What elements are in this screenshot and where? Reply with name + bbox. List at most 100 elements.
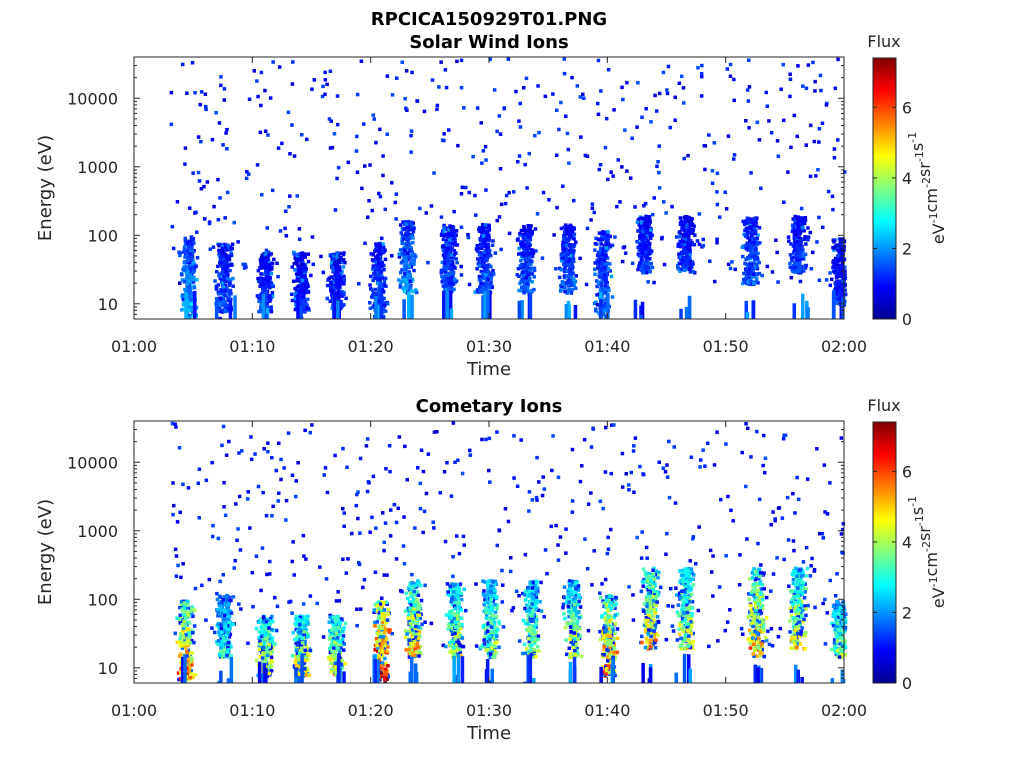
heatmap-cell (378, 246, 382, 250)
heatmap-cell (453, 460, 457, 464)
heatmap-cell (191, 280, 196, 284)
heatmap-cell (232, 220, 236, 225)
heatmap-cell (836, 254, 840, 258)
heatmap-cell (559, 226, 564, 231)
heatmap-cell (799, 217, 803, 221)
heatmap-cell (521, 240, 525, 244)
heatmap-cell (180, 278, 185, 282)
heatmap-cell (687, 238, 691, 243)
heatmap-cell (265, 279, 269, 283)
heatmap-cell (288, 194, 292, 198)
heatmap-cell (665, 88, 669, 92)
heatmap-cell (728, 62, 733, 67)
heatmap-cell (407, 264, 411, 268)
heatmap-cell (218, 579, 222, 584)
heatmap-cell (292, 573, 296, 577)
heatmap-cell (519, 228, 524, 233)
heatmap-cell (400, 268, 404, 272)
heatmap-cell (407, 255, 411, 259)
heatmap-cell (606, 177, 610, 182)
heatmap-cell (488, 480, 492, 484)
heatmap-cell (686, 257, 691, 262)
heatmap-cell (193, 290, 197, 319)
heatmap-cell (471, 154, 475, 159)
heatmap-cell (260, 546, 265, 550)
heatmap-cell (567, 161, 571, 165)
heatmap-cell (525, 285, 530, 290)
heatmap-cell (482, 250, 487, 254)
heatmap-cell (483, 276, 487, 281)
heatmap-cell (185, 256, 190, 260)
heatmap-cell (638, 225, 643, 230)
heatmap-cell (214, 297, 219, 319)
heatmap-cell (835, 263, 840, 267)
heatmap-cell (456, 143, 460, 148)
heatmap-cell (568, 256, 572, 260)
heatmap-cell (423, 583, 427, 588)
heatmap-cell (311, 262, 315, 267)
heatmap-cell (263, 129, 268, 133)
heatmap-cell (568, 271, 572, 276)
heatmap-cell (565, 131, 570, 136)
heatmap-cell (419, 598, 424, 603)
heatmap-cell (394, 520, 399, 525)
heatmap-cell (245, 170, 249, 174)
heatmap-cell (484, 231, 489, 235)
heatmap-cell (737, 583, 742, 587)
heatmap-cell (218, 272, 222, 276)
heatmap-cell (336, 300, 340, 319)
heatmap-cell (218, 196, 222, 200)
heatmap-cell (620, 85, 624, 90)
heatmap-cell (380, 596, 384, 600)
heatmap-cell (432, 526, 436, 530)
heatmap-cell (687, 216, 692, 220)
heatmap-cell (267, 263, 272, 267)
heatmap-cell (687, 248, 692, 252)
heatmap-cell (439, 215, 444, 219)
heatmap-cell (665, 463, 669, 467)
heatmap-cell (783, 433, 788, 437)
heatmap-cell (457, 551, 462, 556)
heatmap-cell (751, 300, 756, 319)
heatmap-cell (766, 629, 770, 633)
heatmap-cell (670, 204, 674, 209)
colorbar-title: Flux (867, 32, 900, 51)
heatmap-cell (403, 264, 407, 268)
heatmap-cell (757, 260, 761, 265)
heatmap-cell (583, 153, 588, 158)
heatmap-cell (566, 288, 571, 293)
heatmap-cell (236, 240, 240, 244)
heatmap-cell (376, 243, 381, 247)
heatmap-cell (406, 232, 410, 237)
heatmap-cell (186, 486, 191, 490)
heatmap-cell (310, 423, 314, 427)
heatmap-cell (171, 481, 175, 485)
heatmap-cell (685, 244, 689, 249)
heatmap-cell (603, 273, 607, 277)
heatmap-cell (652, 280, 656, 285)
heatmap-cell (495, 543, 499, 548)
heatmap-cell (831, 260, 835, 264)
heatmap-cell (530, 290, 534, 294)
heatmap-cell (787, 584, 791, 588)
heatmap-cell (447, 128, 451, 132)
heatmap-cell (743, 234, 748, 238)
heatmap-cell (733, 267, 737, 272)
heatmap-cell (192, 269, 196, 274)
heatmap-cell (446, 241, 450, 245)
heatmap-cell (238, 548, 243, 552)
heatmap-cell (286, 110, 291, 115)
heatmap-cell (372, 304, 376, 308)
heatmap-cell (381, 289, 386, 294)
heatmap-cell (388, 534, 393, 538)
heatmap-cell (791, 491, 795, 496)
heatmap-cell (841, 259, 845, 263)
heatmap-cell (194, 264, 198, 268)
heatmap-cell (432, 171, 436, 175)
heatmap-cell (479, 269, 484, 274)
heatmap-cell (747, 275, 751, 279)
heatmap-cell (685, 255, 689, 259)
heatmap-cell (581, 92, 585, 97)
heatmap-cell (523, 238, 527, 242)
heatmap-cell (292, 261, 296, 266)
